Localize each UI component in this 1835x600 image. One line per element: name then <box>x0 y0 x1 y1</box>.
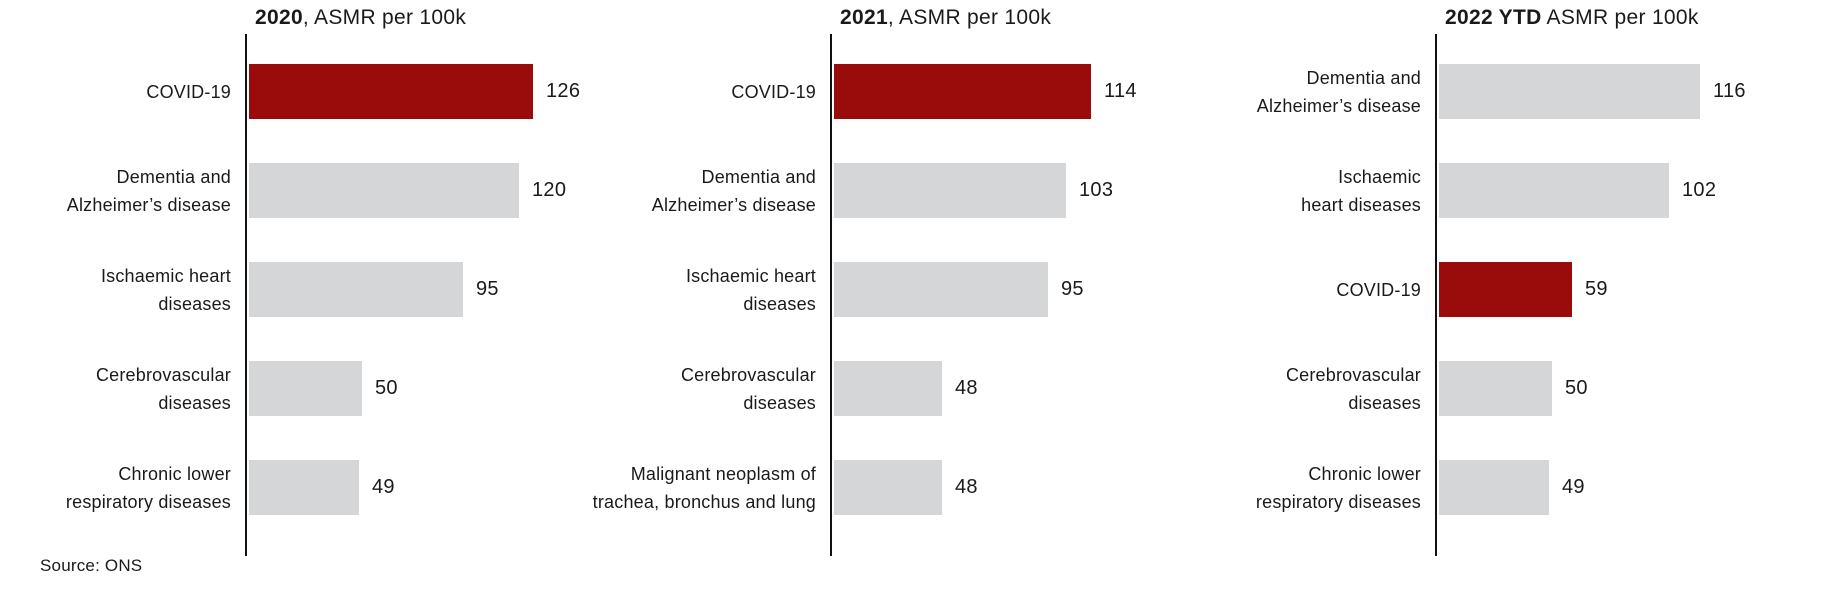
plot-area: 49 <box>1439 460 1835 515</box>
chart-2021: 2021, ASMR per 100k COVID-19 114 Dementi… <box>585 0 1190 570</box>
bar <box>834 64 1091 119</box>
bar-row: COVID-19 59 <box>1190 240 1835 339</box>
bar <box>834 361 942 416</box>
y-axis-line <box>830 34 832 556</box>
category-label: COVID-19 <box>1336 279 1421 300</box>
bar-rows: Dementia and Alzheimer’s disease 116 Isc… <box>1190 36 1835 537</box>
bar <box>249 262 463 317</box>
plot-area: 48 <box>834 361 1190 416</box>
bar-rows: COVID-19 114 Dementia and Alzheimer’s di… <box>585 36 1190 537</box>
bar-value: 126 <box>546 80 581 102</box>
chart-title-year: 2022 YTD <box>1445 6 1542 29</box>
category-label: Dementia and Alzheimer’s disease <box>1256 67 1421 116</box>
bar <box>1439 262 1572 317</box>
category-label: Cerebrovascular diseases <box>1285 364 1421 413</box>
bar <box>249 460 359 515</box>
bar-row: Chronic lower respiratory diseases 49 <box>0 438 585 537</box>
bar-row: Cerebrovascular diseases 50 <box>0 339 585 438</box>
chart-title: 2020, ASMR per 100k <box>255 0 585 36</box>
bar <box>1439 361 1552 416</box>
bar-value: 95 <box>476 278 499 300</box>
plot-area: 114 <box>834 64 1190 119</box>
bar-rows: COVID-19 126 Dementia and Alzheimer’s di… <box>0 36 585 537</box>
bar-row: Dementia and Alzheimer’s disease 120 <box>0 141 585 240</box>
plot-area: 103 <box>834 163 1190 218</box>
bar-row: Ischaemic heart diseases 95 <box>0 240 585 339</box>
bar <box>249 361 362 416</box>
plot-area: 102 <box>1439 163 1835 218</box>
chart-title-year: 2020 <box>255 6 303 29</box>
source-note: Source: ONS <box>40 556 143 575</box>
category-label: Cerebrovascular diseases <box>680 364 816 413</box>
chart-title: 2022 YTD ASMR per 100k <box>1445 0 1835 36</box>
bar-row: Ischaemic heart diseases 102 <box>1190 141 1835 240</box>
chart-2020: 2020, ASMR per 100k COVID-19 126 Dementi… <box>0 0 585 570</box>
bar-value: 49 <box>1562 476 1585 498</box>
bar-value: 120 <box>532 179 567 201</box>
bar-value: 50 <box>1565 377 1588 399</box>
bar <box>1439 163 1669 218</box>
bar <box>1439 460 1549 515</box>
category-label: Malignant neoplasm of trachea, bronchus … <box>592 463 816 512</box>
category-label: COVID-19 <box>146 81 231 102</box>
chart-title-year: 2021 <box>840 6 888 29</box>
plot-area: 59 <box>1439 262 1835 317</box>
bar-row: Malignant neoplasm of trachea, bronchus … <box>585 438 1190 537</box>
category-label: Cerebrovascular diseases <box>95 364 231 413</box>
bar-row: Cerebrovascular diseases 48 <box>585 339 1190 438</box>
chart-title-unit: , ASMR per 100k <box>887 6 1052 29</box>
bar-value: 103 <box>1079 179 1114 201</box>
bar-value: 50 <box>375 377 398 399</box>
category-label: Chronic lower respiratory diseases <box>65 463 231 512</box>
plot-area: 50 <box>1439 361 1835 416</box>
chart-title-unit: ASMR per 100k <box>1541 6 1699 29</box>
category-label: Dementia and Alzheimer’s disease <box>66 166 231 215</box>
bar-value: 49 <box>372 476 395 498</box>
bar <box>249 163 519 218</box>
plot-area: 95 <box>249 262 585 317</box>
bar-value: 116 <box>1713 80 1746 102</box>
plot-area: 50 <box>249 361 585 416</box>
category-label: Ischaemic heart diseases <box>1301 166 1421 215</box>
chart-title-unit: , ASMR per 100k <box>302 6 467 29</box>
bar-row: Chronic lower respiratory diseases 49 <box>1190 438 1835 537</box>
bar-row: COVID-19 114 <box>585 42 1190 141</box>
bar-row: Dementia and Alzheimer’s disease 116 <box>1190 42 1835 141</box>
bar <box>1439 64 1700 119</box>
bar-value: 48 <box>955 377 978 399</box>
category-label: Dementia and Alzheimer’s disease <box>651 166 816 215</box>
bar-row: COVID-19 126 <box>0 42 585 141</box>
bar <box>834 460 942 515</box>
chart-title: 2021, ASMR per 100k <box>840 0 1190 36</box>
bar-value: 59 <box>1585 278 1608 300</box>
bar-value: 95 <box>1061 278 1084 300</box>
bar <box>249 64 533 119</box>
bar-value: 48 <box>955 476 978 498</box>
y-axis-line <box>1435 34 1437 556</box>
bar-value: 102 <box>1682 179 1717 201</box>
plot-area: 48 <box>834 460 1190 515</box>
plot-area: 49 <box>249 460 585 515</box>
chart-2022-ytd: 2022 YTD ASMR per 100k Dementia and Alzh… <box>1190 0 1835 570</box>
category-label: Chronic lower respiratory diseases <box>1255 463 1421 512</box>
bar-value: 114 <box>1104 80 1137 102</box>
bar-row: Dementia and Alzheimer’s disease 103 <box>585 141 1190 240</box>
category-label: COVID-19 <box>731 81 816 102</box>
category-label: Ischaemic heart diseases <box>100 265 231 314</box>
bar-row: Ischaemic heart diseases 95 <box>585 240 1190 339</box>
plot-area: 95 <box>834 262 1190 317</box>
bar-row: Cerebrovascular diseases 50 <box>1190 339 1835 438</box>
y-axis-line <box>245 34 247 556</box>
plot-area: 126 <box>249 64 585 119</box>
bar <box>834 262 1048 317</box>
plot-area: 120 <box>249 163 585 218</box>
category-label: Ischaemic heart diseases <box>685 265 816 314</box>
plot-area: 116 <box>1439 64 1835 119</box>
bar <box>834 163 1066 218</box>
